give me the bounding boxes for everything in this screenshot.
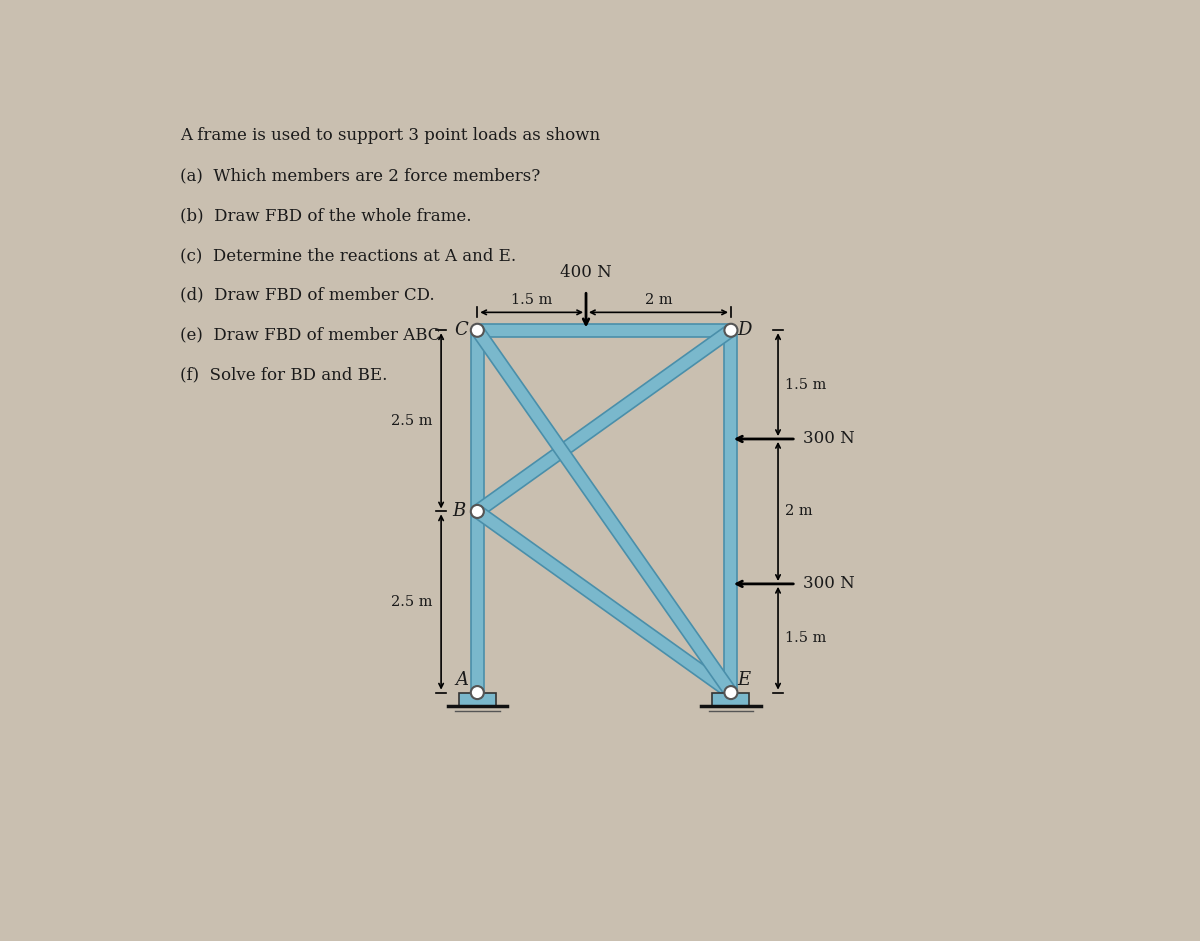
Text: B: B [452, 502, 466, 520]
Polygon shape [713, 693, 750, 706]
Text: (b)  Draw FBD of the whole frame.: (b) Draw FBD of the whole frame. [180, 207, 472, 224]
Text: 2 m: 2 m [644, 293, 672, 307]
Polygon shape [472, 327, 737, 696]
Polygon shape [725, 330, 738, 693]
Circle shape [470, 686, 484, 699]
Polygon shape [470, 330, 484, 693]
Text: 1.5 m: 1.5 m [785, 631, 827, 646]
Polygon shape [458, 693, 496, 706]
Text: 2.5 m: 2.5 m [391, 414, 432, 428]
Text: 300 N: 300 N [803, 575, 856, 593]
Circle shape [725, 324, 738, 337]
Text: C: C [455, 321, 468, 340]
Polygon shape [474, 506, 734, 698]
Text: (a)  Which members are 2 force members?: (a) Which members are 2 force members? [180, 167, 540, 184]
Text: A: A [455, 671, 468, 689]
Text: (d)  Draw FBD of member CD.: (d) Draw FBD of member CD. [180, 287, 434, 304]
Text: (c)  Determine the reactions at A and E.: (c) Determine the reactions at A and E. [180, 247, 516, 264]
Text: 1.5 m: 1.5 m [785, 377, 827, 391]
Text: (f)  Solve for BD and BE.: (f) Solve for BD and BE. [180, 366, 388, 384]
Circle shape [725, 686, 738, 699]
Circle shape [470, 505, 484, 518]
Text: (e)  Draw FBD of member ABC.: (e) Draw FBD of member ABC. [180, 327, 445, 343]
Text: E: E [738, 671, 750, 689]
Polygon shape [478, 324, 731, 337]
Text: 2.5 m: 2.5 m [391, 595, 432, 609]
Circle shape [470, 324, 484, 337]
Text: A frame is used to support 3 point loads as shown: A frame is used to support 3 point loads… [180, 127, 600, 144]
Text: D: D [737, 321, 751, 340]
Text: 2 m: 2 m [785, 504, 812, 518]
Text: 300 N: 300 N [803, 430, 856, 448]
Text: 1.5 m: 1.5 m [511, 293, 552, 307]
Polygon shape [474, 325, 734, 517]
Text: 400 N: 400 N [560, 264, 612, 281]
